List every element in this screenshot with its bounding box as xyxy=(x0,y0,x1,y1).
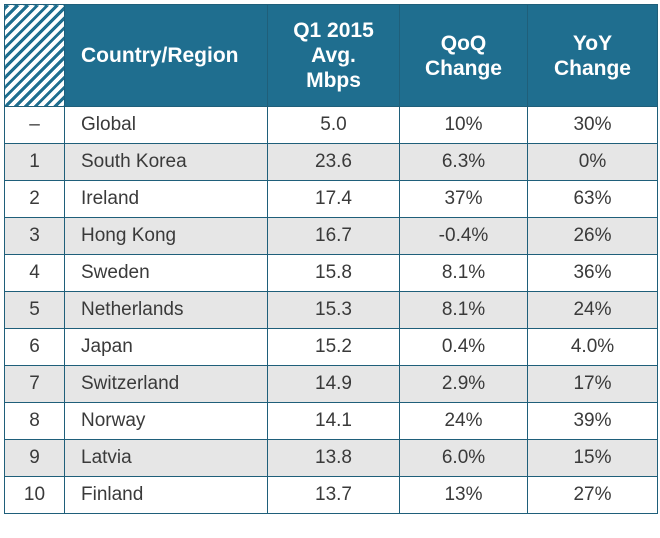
yoy-cell: 39% xyxy=(527,402,658,440)
rank-cell: 1 xyxy=(4,143,65,181)
table-row: 10 Finland 13.7 13% 27% xyxy=(4,476,658,514)
rank-cell: 9 xyxy=(4,439,65,477)
qoq-cell: 8.1% xyxy=(399,291,528,329)
country-cell: Hong Kong xyxy=(64,217,268,255)
avg-mbps-cell: 23.6 xyxy=(267,143,400,181)
qoq-cell: 10% xyxy=(399,106,528,144)
rank-cell: 4 xyxy=(4,254,65,292)
yoy-cell: 26% xyxy=(527,217,658,255)
avg-mbps-header: Q1 2015 Avg. Mbps xyxy=(267,4,400,107)
avg-mbps-cell: 17.4 xyxy=(267,180,400,218)
country-cell: South Korea xyxy=(64,143,268,181)
qoq-cell: 0.4% xyxy=(399,328,528,366)
yoy-cell: 27% xyxy=(527,476,658,514)
qoq-cell: 13% xyxy=(399,476,528,514)
country-region-header: Country/Region xyxy=(64,4,268,107)
rank-cell: 2 xyxy=(4,180,65,218)
country-cell: Netherlands xyxy=(64,291,268,329)
qoq-cell: 24% xyxy=(399,402,528,440)
rank-cell: 5 xyxy=(4,291,65,329)
avg-mbps-cell: 15.2 xyxy=(267,328,400,366)
avg-mbps-cell: 14.9 xyxy=(267,365,400,403)
country-cell: Ireland xyxy=(64,180,268,218)
table-row: – Global 5.0 10% 30% xyxy=(4,106,658,144)
table-row: 1 South Korea 23.6 6.3% 0% xyxy=(4,143,658,181)
table-header-row: Country/Region Q1 2015 Avg. Mbps QoQ Cha… xyxy=(4,4,658,107)
qoq-cell: 6.0% xyxy=(399,439,528,477)
yoy-cell: 30% xyxy=(527,106,658,144)
table-row: 2 Ireland 17.4 37% 63% xyxy=(4,180,658,218)
yoy-cell: 17% xyxy=(527,365,658,403)
table-row: 9 Latvia 13.8 6.0% 15% xyxy=(4,439,658,477)
yoy-cell: 0% xyxy=(527,143,658,181)
qoq-cell: 8.1% xyxy=(399,254,528,292)
country-cell: Global xyxy=(64,106,268,144)
rank-cell: 10 xyxy=(4,476,65,514)
country-cell: Sweden xyxy=(64,254,268,292)
table-row: 7 Switzerland 14.9 2.9% 17% xyxy=(4,365,658,403)
avg-mbps-cell: 13.7 xyxy=(267,476,400,514)
connection-speed-table: Country/Region Q1 2015 Avg. Mbps QoQ Cha… xyxy=(4,4,658,514)
country-cell: Finland xyxy=(64,476,268,514)
speed-table-container: Country/Region Q1 2015 Avg. Mbps QoQ Cha… xyxy=(4,4,658,534)
qoq-cell: 2.9% xyxy=(399,365,528,403)
qoq-cell: -0.4% xyxy=(399,217,528,255)
avg-mbps-cell: 16.7 xyxy=(267,217,400,255)
avg-mbps-cell: 15.3 xyxy=(267,291,400,329)
rank-cell: 6 xyxy=(4,328,65,366)
avg-mbps-cell: 15.8 xyxy=(267,254,400,292)
rank-cell: 3 xyxy=(4,217,65,255)
yoy-cell: 36% xyxy=(527,254,658,292)
qoq-cell: 6.3% xyxy=(399,143,528,181)
country-cell: Japan xyxy=(64,328,268,366)
table-row: 6 Japan 15.2 0.4% 4.0% xyxy=(4,328,658,366)
country-cell: Switzerland xyxy=(64,365,268,403)
yoy-cell: 63% xyxy=(527,180,658,218)
avg-mbps-cell: 5.0 xyxy=(267,106,400,144)
rank-cell: 8 xyxy=(4,402,65,440)
yoy-cell: 15% xyxy=(527,439,658,477)
country-cell: Norway xyxy=(64,402,268,440)
yoy-cell: 4.0% xyxy=(527,328,658,366)
qoq-cell: 37% xyxy=(399,180,528,218)
country-cell: Latvia xyxy=(64,439,268,477)
avg-mbps-cell: 14.1 xyxy=(267,402,400,440)
avg-mbps-cell: 13.8 xyxy=(267,439,400,477)
rank-cell: 7 xyxy=(4,365,65,403)
qoq-change-header: QoQ Change xyxy=(399,4,528,107)
table-row: 3 Hong Kong 16.7 -0.4% 26% xyxy=(4,217,658,255)
yoy-change-header: YoY Change xyxy=(527,4,658,107)
table-row: 4 Sweden 15.8 8.1% 36% xyxy=(4,254,658,292)
table-row: 5 Netherlands 15.3 8.1% 24% xyxy=(4,291,658,329)
yoy-cell: 24% xyxy=(527,291,658,329)
hatched-corner-cell xyxy=(4,4,65,107)
rank-cell: – xyxy=(4,106,65,144)
table-row: 8 Norway 14.1 24% 39% xyxy=(4,402,658,440)
